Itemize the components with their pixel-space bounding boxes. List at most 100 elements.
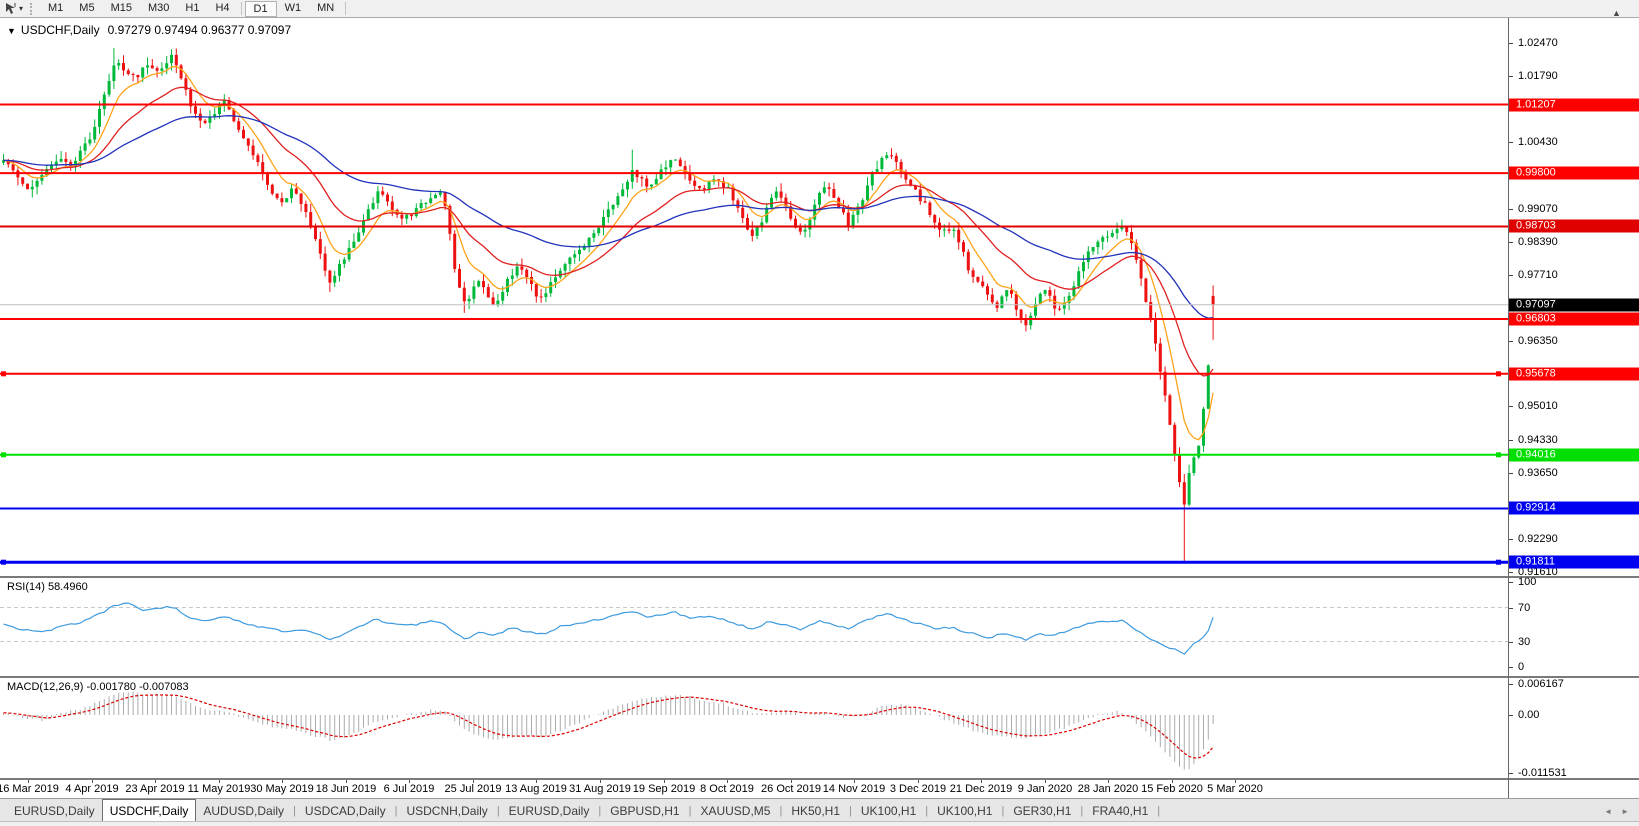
- tab-fra40-h1[interactable]: FRA40,H1: [1092, 804, 1149, 818]
- rsi-axis: 100 70 30 0: [1509, 576, 1639, 676]
- price-tick-mark: [1509, 275, 1513, 276]
- tab-scroll-arrows: ◄ ►: [1604, 801, 1639, 821]
- chart-tab-bar: EURUSD,Daily USDCHF,Daily AUDUSD,Daily | USD…: [0, 798, 1639, 821]
- date-tick-mark: [1235, 780, 1236, 783]
- tab-eurusd-daily[interactable]: EURUSD,Daily: [14, 804, 95, 818]
- tab-eurusd-daily[interactable]: EURUSD,Daily: [508, 804, 590, 818]
- rsi-indicator-label: RSI(14) 58.4960: [7, 581, 88, 593]
- macd-tick-mark: [1509, 715, 1513, 716]
- collapse-caret-icon[interactable]: ▼: [7, 26, 16, 36]
- date-label: 16 Mar 2019: [0, 783, 59, 795]
- ma-fast-line[interactable]: [3, 65, 1214, 441]
- date-label: 30 May 2019: [250, 783, 314, 795]
- price-tick-mark: [1509, 440, 1513, 441]
- macd-tick-mark: [1509, 684, 1513, 685]
- date-tick-mark: [282, 780, 283, 783]
- tab-separator: |: [1157, 805, 1161, 817]
- rsi-tick-mark: [1509, 642, 1513, 643]
- price-tick-label: 0.99070: [1518, 203, 1558, 215]
- hline-price-label: 0.94016: [1509, 448, 1639, 462]
- date-tick-mark: [664, 780, 665, 783]
- rsi-line[interactable]: [3, 602, 1214, 655]
- tab-gbpusd-h1[interactable]: GBPUSD,H1: [610, 804, 680, 818]
- tab-scroll-left-icon[interactable]: ◄: [1604, 806, 1613, 816]
- rsi-tick-label: 70: [1518, 602, 1531, 614]
- date-label: 8 Oct 2019: [700, 783, 754, 795]
- toolbar-grip[interactable]: [30, 2, 33, 15]
- macd-values: -0.001780 -0.007083: [86, 681, 189, 693]
- line-handle-left[interactable]: [1, 559, 6, 565]
- price-tick-mark: [1509, 209, 1513, 210]
- date-tick-mark: [92, 780, 93, 783]
- date-label: 15 Feb 2020: [1141, 783, 1203, 795]
- price-tick-mark: [1509, 242, 1513, 243]
- line-handle-left[interactable]: [1, 452, 6, 458]
- tab-usdcnh-daily[interactable]: USDCNH,Daily: [406, 804, 488, 818]
- ma-mid-line[interactable]: [3, 86, 1214, 377]
- date-label: 11 May 2019: [187, 783, 251, 795]
- status-bar: [0, 821, 1639, 826]
- hline-price-label: 0.95678: [1509, 367, 1639, 381]
- timeframe-button-w1[interactable]: W1: [284, 1, 302, 14]
- date-tick-mark: [409, 780, 410, 783]
- line-handle-left[interactable]: [1, 371, 6, 377]
- macd-tick-mark: [1509, 773, 1513, 774]
- date-tick-mark: [981, 780, 982, 783]
- date-tick-mark: [791, 780, 792, 783]
- date-label: 21 Dec 2019: [949, 783, 1013, 795]
- price-tick-label: 0.92290: [1518, 533, 1558, 545]
- tab-usdchf-daily[interactable]: USDCHF,Daily: [101, 799, 197, 821]
- rsi-panel: RSI(14) 58.4960 100 70 30 0: [0, 576, 1639, 678]
- timeframe-button-d1[interactable]: D1: [244, 0, 277, 17]
- tab-scroll-right-icon[interactable]: ►: [1621, 806, 1629, 816]
- tab-separator: |: [849, 805, 852, 817]
- chart-tool-icon[interactable]: [3, 2, 19, 16]
- dropdown-caret-icon[interactable]: ▾: [19, 3, 24, 13]
- tab-audusd-daily[interactable]: AUDUSD,Daily: [203, 804, 285, 818]
- date-tick-mark: [536, 780, 537, 783]
- tab-separator: |: [598, 805, 602, 817]
- timeframe-button-mn[interactable]: MN: [317, 1, 335, 14]
- timeframe-button-h1[interactable]: H1: [185, 1, 200, 14]
- tab-uk100-h1[interactable]: UK100,H1: [937, 804, 993, 818]
- line-handle-right[interactable]: [1496, 559, 1501, 565]
- candlestick-series: [2, 47, 1215, 562]
- scroll-up-icon[interactable]: ▲: [1612, 8, 1621, 18]
- tab-separator: |: [496, 805, 500, 817]
- rsi-tick-label: 100: [1518, 576, 1537, 588]
- price-tick-label: 0.96350: [1518, 335, 1558, 347]
- rsi-tick-label: 0: [1518, 661, 1525, 673]
- tab-uk100-h1[interactable]: UK100,H1: [860, 804, 917, 818]
- price-panel: ▼ USDCHF,Daily 0.97279 0.97494 0.96377 0.9…: [0, 18, 1639, 578]
- line-handle-right[interactable]: [1496, 371, 1501, 377]
- tab-usdcad-daily[interactable]: USDCAD,Daily: [304, 804, 386, 818]
- date-tick-mark: [1045, 780, 1046, 783]
- macd-signal-line[interactable]: [3, 694, 1214, 759]
- timeframe-button-m5[interactable]: M5: [79, 1, 95, 14]
- price-tick-label: 1.02470: [1518, 37, 1558, 49]
- ma-slow-line[interactable]: [3, 115, 1214, 319]
- ohlc-values: 0.97279 0.97494 0.96377 0.97097: [107, 23, 292, 37]
- date-label: 25 Jul 2019: [444, 783, 502, 795]
- tab-ger30-h1[interactable]: GER30,H1: [1013, 804, 1072, 818]
- macd-name: MACD(12,26,9): [7, 681, 84, 693]
- date-label: 23 Apr 2019: [125, 783, 185, 795]
- tab-separator: |: [688, 805, 692, 817]
- tab-xauusd-m5[interactable]: XAUUSD,M5: [700, 804, 771, 818]
- price-tick-mark: [1509, 572, 1513, 573]
- timeframe-button-m30[interactable]: M30: [147, 1, 170, 14]
- line-handle-right[interactable]: [1496, 452, 1501, 458]
- date-label: 28 Jan 2020: [1077, 783, 1139, 795]
- date-label: 4 Apr 2019: [65, 783, 119, 795]
- tab-separator: |: [779, 805, 783, 817]
- toolbar-separator: [240, 2, 242, 15]
- hline-price-label: 0.92914: [1509, 501, 1639, 515]
- date-label: 13 Aug 2019: [505, 783, 567, 795]
- timeframe-button-h4[interactable]: H4: [215, 1, 230, 14]
- timeframe-button-m15[interactable]: M15: [110, 1, 132, 14]
- date-tick-mark: [600, 780, 601, 783]
- tab-hk50-h1[interactable]: HK50,H1: [791, 804, 841, 818]
- macd-histogram: [3, 691, 1214, 770]
- chart-title: ▼ USDCHF,Daily 0.97279 0.97494 0.96377 0.9…: [7, 23, 291, 37]
- timeframe-button-m1[interactable]: M1: [48, 1, 64, 14]
